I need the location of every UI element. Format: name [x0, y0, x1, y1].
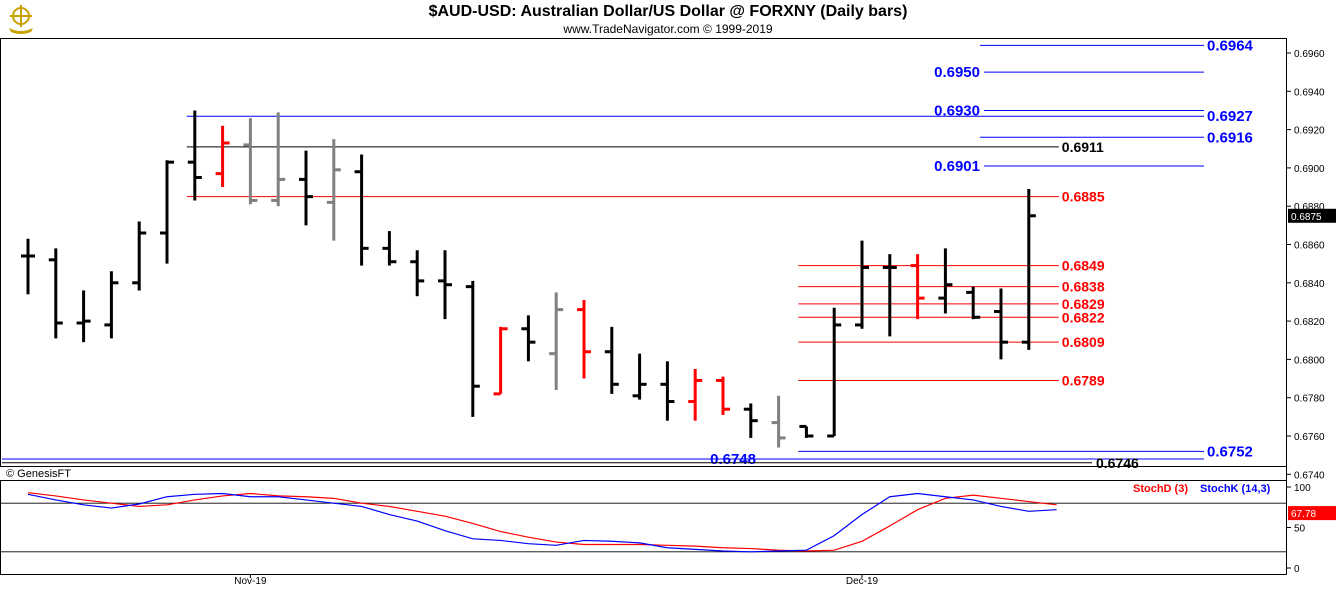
ohlc-bar	[160, 160, 174, 264]
ohlc-bars	[21, 110, 1036, 448]
ohlc-bar	[104, 271, 119, 339]
ohlc-bar	[910, 254, 925, 320]
ohlc-bar	[215, 125, 230, 188]
level-label: 0.6809	[1062, 334, 1105, 350]
ohlc-bar	[187, 110, 202, 201]
ohlc-bar	[438, 250, 452, 320]
stoch-legend-d: StochD (3)	[1133, 483, 1188, 495]
chart-frame	[0, 38, 1336, 575]
last-price-label: 0.6875	[1291, 212, 1322, 223]
date-tick-label: Dec-19	[846, 576, 879, 587]
ohlc-bar	[882, 254, 897, 337]
stoch-series-line	[27, 492, 1057, 552]
copyright-label: © GenesisFT	[6, 468, 71, 480]
ohlc-bar	[271, 112, 286, 207]
level-label: 0.6849	[1062, 258, 1105, 274]
ohlc-bar	[382, 231, 397, 266]
level-label: 0.6838	[1062, 279, 1105, 295]
ohlc-bar	[410, 250, 425, 297]
ohlc-bar	[21, 238, 35, 295]
level-label: 0.6916	[1207, 129, 1253, 146]
level-label: 0.6752	[1207, 443, 1253, 460]
price-tick-label: 0.6800	[1294, 355, 1325, 366]
stoch-panel-border	[0, 480, 1287, 575]
ohlc-bar	[743, 403, 758, 438]
stochastic-panel: 0 50 100 StochD (3) StochK (14,3) 67.78	[1, 483, 1336, 575]
price-tick-label: 0.6780	[1294, 394, 1325, 405]
level-label: 0.6901	[934, 158, 980, 175]
chart-title: $AUD-USD: Australian Dollar/US Dollar @ …	[428, 3, 908, 20]
chart-subtitle: www.TradeNavigator.com © 1999-2019	[563, 22, 773, 36]
ohlc-bar	[604, 326, 619, 394]
ohlc-bar	[827, 307, 842, 438]
ohlc-bar	[688, 368, 703, 421]
price-tick-label: 0.6840	[1294, 279, 1325, 290]
price-tick-label: 0.6820	[1294, 317, 1325, 328]
level-label: 0.6829	[1062, 296, 1105, 312]
price-tick-label: 0.6940	[1294, 87, 1325, 98]
ohlc-bar	[771, 395, 786, 448]
price-axis: 0.6740 0.6760 0.6780 0.6800 0.6820 0.6840 0.68…	[1286, 49, 1336, 481]
ohlc-bar	[660, 361, 675, 421]
stoch-series-line	[27, 492, 1057, 553]
ohlc-bar	[354, 154, 369, 266]
level-label: 0.6927	[1207, 108, 1253, 125]
ohlc-bar	[521, 315, 536, 362]
ohlc-bar	[1021, 188, 1036, 350]
ohlc-bar	[243, 118, 258, 205]
price-panel-border	[0, 38, 1287, 467]
ohlc-bar	[716, 376, 730, 415]
ohlc-bar	[799, 424, 814, 438]
level-label: 0.6885	[1062, 189, 1105, 205]
level-label: 0.6746	[1096, 455, 1139, 471]
stoch-tick-label: 0	[1294, 564, 1300, 575]
ohlc-bar	[465, 280, 480, 417]
price-tick-label: 0.6880	[1294, 202, 1325, 213]
stoch-last-label: 67.78	[1291, 509, 1316, 520]
ohlc-bar	[632, 353, 647, 400]
price-tick-label: 0.6900	[1294, 164, 1325, 175]
level-label: 0.6950	[934, 64, 980, 81]
level-label: 0.6930	[934, 102, 980, 119]
price-levels: 0.6964 0.6950 0.6930 0.6927 0.6916 0.6911 0.69…	[2, 37, 1254, 471]
stoch-legend-k: StochK (14,3)	[1200, 483, 1271, 495]
ohlc-bar	[966, 286, 981, 320]
last-price-badge	[1288, 208, 1336, 223]
price-tick-label: 0.6960	[1294, 49, 1325, 60]
stoch-tick-label: 100	[1294, 483, 1311, 494]
ohlc-bar	[326, 139, 341, 241]
ohlc-bar	[994, 288, 1008, 360]
ohlc-bar	[549, 292, 564, 391]
ship-wheel-logo-icon	[4, 2, 38, 36]
level-label: 0.6964	[1207, 37, 1254, 54]
ohlc-bar	[855, 240, 869, 329]
ohlc-bar	[577, 300, 591, 379]
price-tick-label: 0.6920	[1294, 126, 1325, 137]
date-axis: Nov-19 Dec-19	[234, 574, 879, 587]
ohlc-bar	[938, 248, 953, 314]
level-label: 0.6748	[710, 451, 756, 468]
price-tick-label: 0.6860	[1294, 241, 1325, 252]
ohlc-bar	[493, 326, 508, 396]
stoch-tick-label: 50	[1294, 524, 1306, 535]
ohlc-bar	[299, 150, 313, 226]
ohlc-bar	[132, 221, 147, 291]
date-tick-label: Nov-19	[234, 576, 267, 587]
price-tick-label: 0.6760	[1294, 432, 1325, 443]
price-tick-label: 0.6740	[1294, 470, 1325, 481]
level-label: 0.6789	[1062, 372, 1105, 388]
ohlc-bar	[76, 290, 91, 343]
level-label: 0.6822	[1062, 309, 1105, 325]
stoch-last-badge	[1288, 506, 1336, 521]
chart-header: $AUD-USD: Australian Dollar/US Dollar @ …	[0, 0, 1336, 38]
axis-background	[1286, 38, 1336, 575]
ohlc-bar	[48, 248, 63, 339]
level-label: 0.6911	[1062, 139, 1104, 155]
